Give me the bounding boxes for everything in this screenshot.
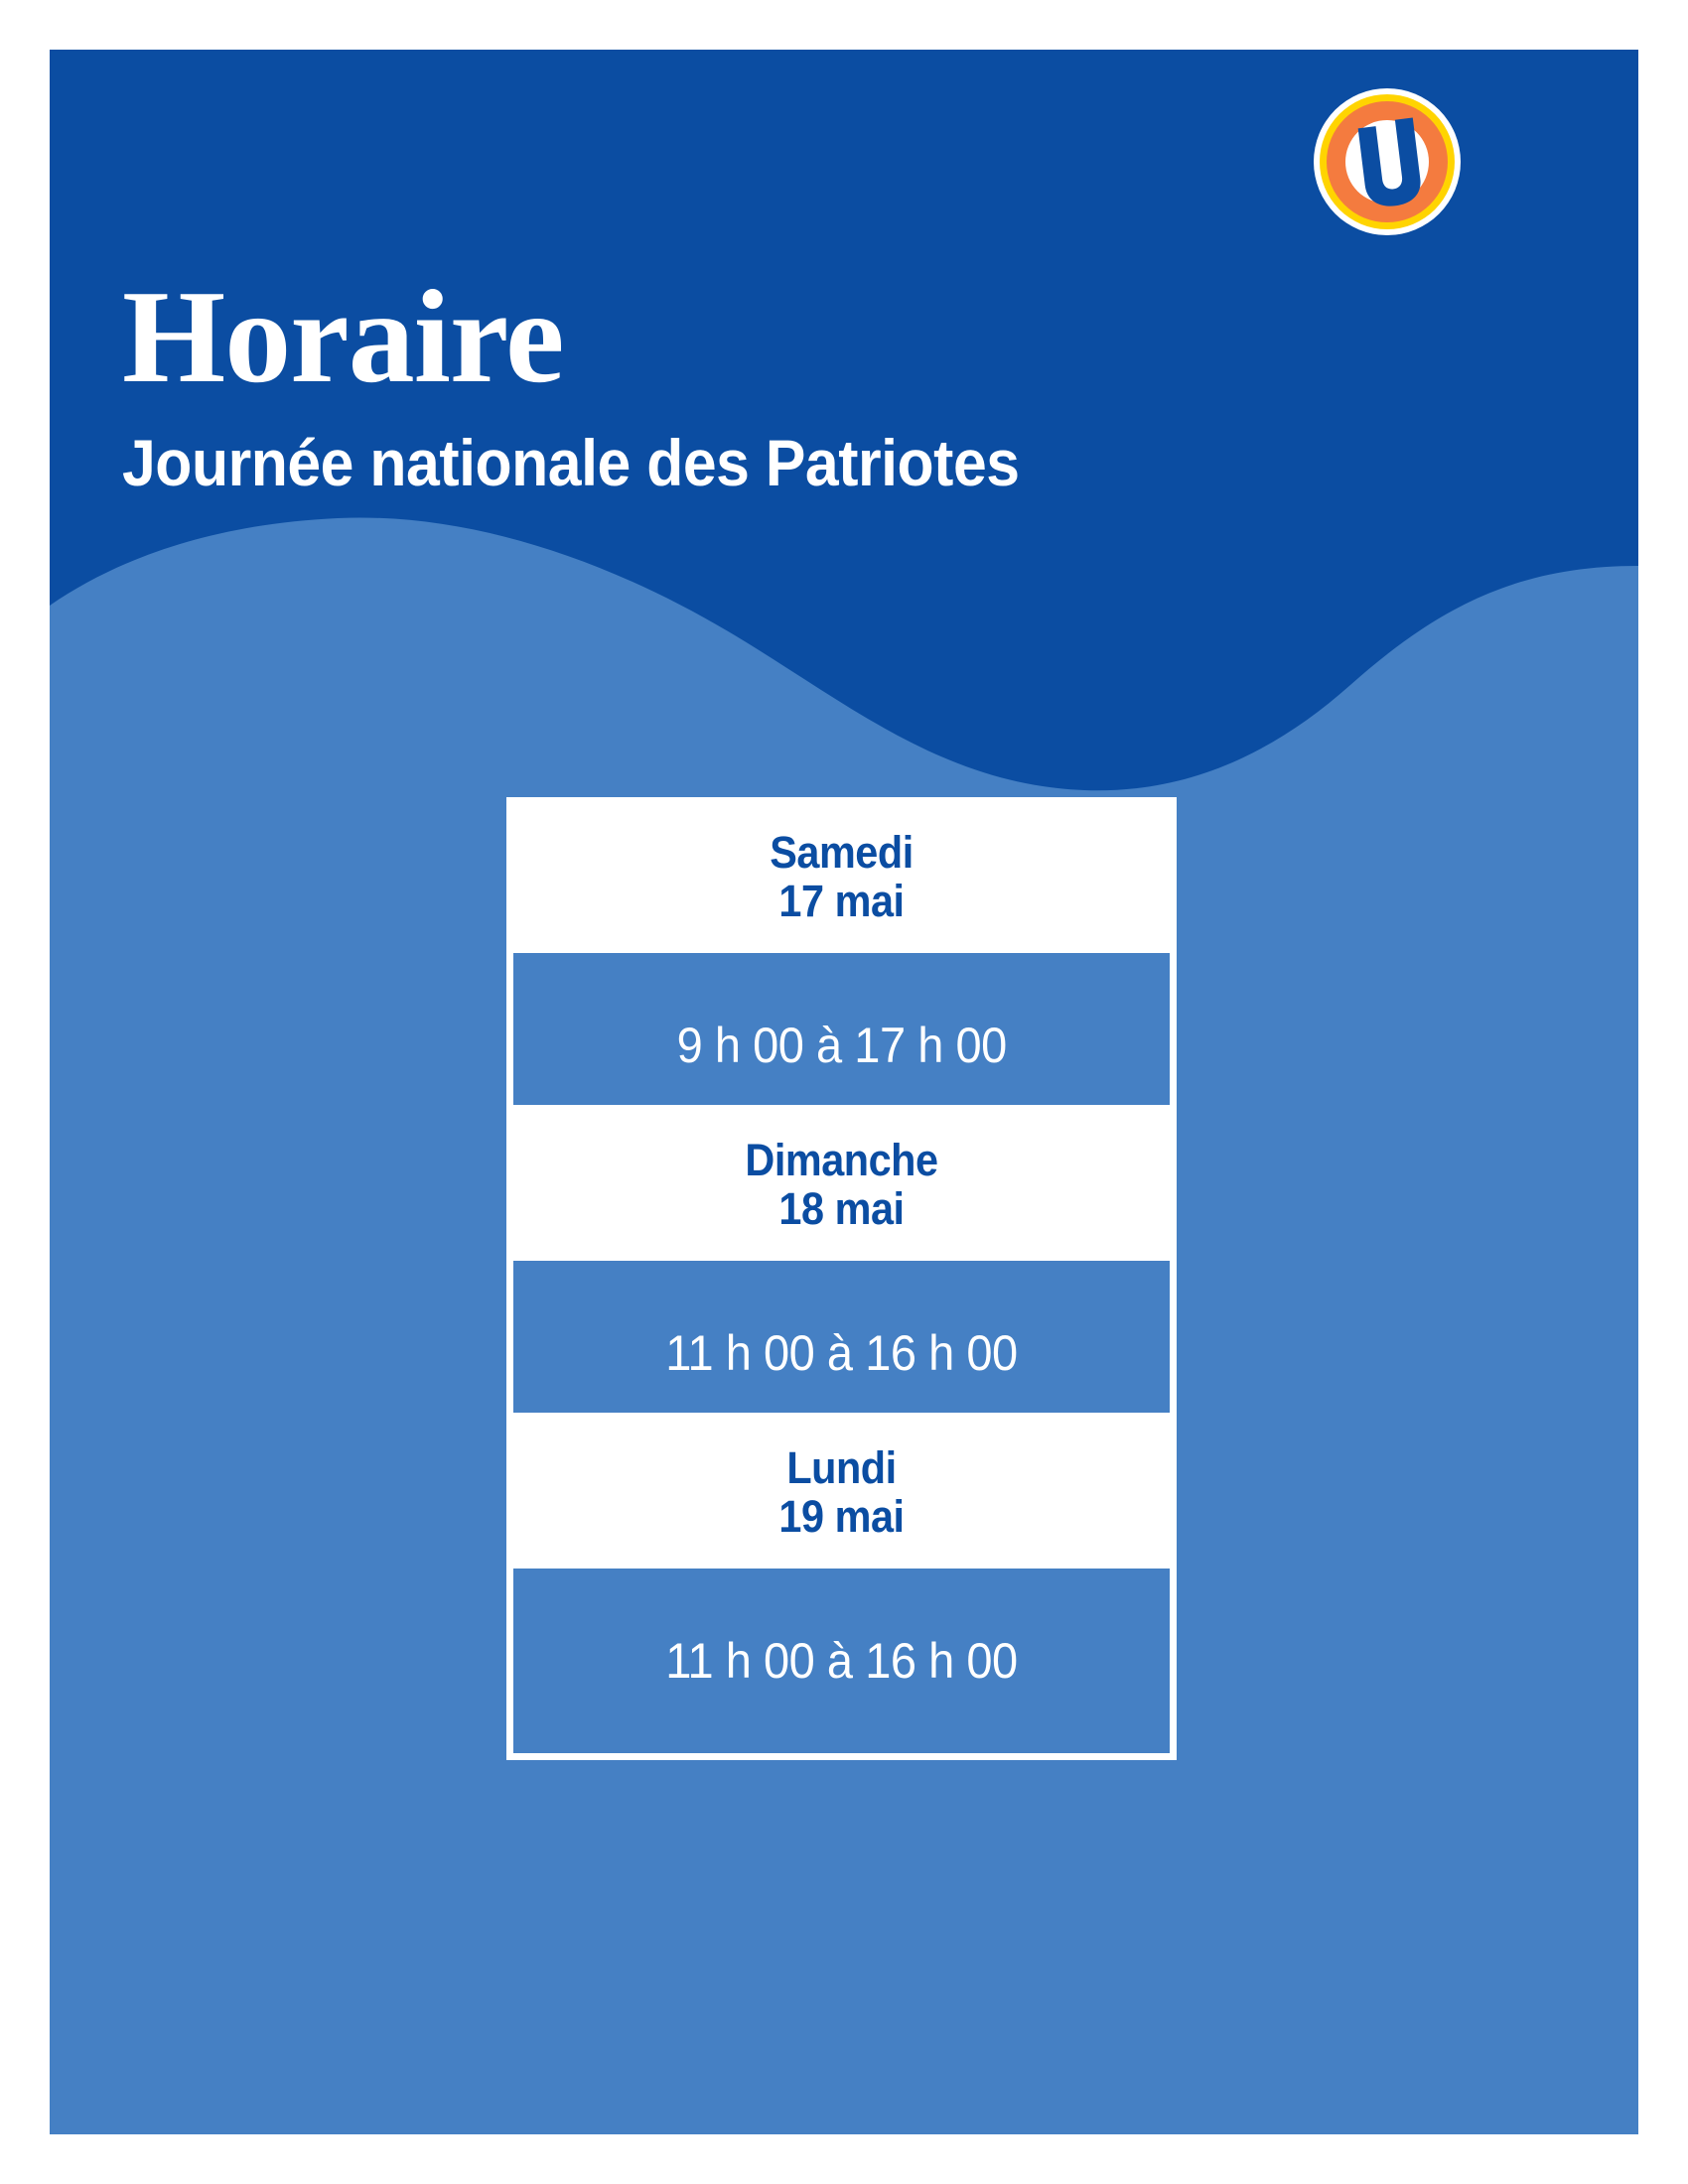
header-wave-shape (50, 50, 1638, 791)
schedule-poster: Horaire Journée nationale des Patriotes … (50, 50, 1638, 2134)
header: Horaire Journée nationale des Patriotes (50, 50, 1638, 685)
schedule-day-date: 18 mai (778, 1182, 905, 1234)
schedule-day-card: Lundi 19 mai 11 h 00 à 16 h 00 (506, 1413, 1177, 1761)
schedule-day-hours-frame: 11 h 00 à 16 h 00 (506, 1569, 1177, 1761)
schedule-day-name: Samedi (770, 827, 914, 878)
schedule-day-hours-box: 11 h 00 à 16 h 00 (513, 1569, 1170, 1754)
schedule-day-hours-text: 11 h 00 à 16 h 00 (665, 1633, 1018, 1690)
schedule-day-header: Samedi 17 mai (506, 797, 1177, 953)
schedule-day-card: Samedi 17 mai 9 h 00 à 17 h 00 (506, 797, 1177, 1146)
page-subtitle: Journée nationale des Patriotes (122, 426, 1020, 499)
schedule-day-header: Lundi 19 mai (506, 1413, 1177, 1569)
schedule-day-header: Dimanche 18 mai (506, 1105, 1177, 1261)
schedule-day-date: 19 mai (778, 1490, 905, 1542)
schedule-list: Samedi 17 mai 9 h 00 à 17 h 00 Dimanche … (50, 50, 1638, 2134)
uniprix-u-logo-icon (1314, 88, 1461, 235)
page-title: Horaire (122, 263, 564, 410)
schedule-day-hours-text: 11 h 00 à 16 h 00 (665, 1325, 1018, 1382)
schedule-day-name: Lundi (786, 1442, 897, 1493)
schedule-day-card: Dimanche 18 mai 11 h 00 à 16 h 00 (506, 1105, 1177, 1453)
schedule-day-hours-text: 9 h 00 à 17 h 00 (676, 1018, 1007, 1074)
schedule-day-date: 17 mai (778, 875, 905, 926)
schedule-day-name: Dimanche (745, 1135, 938, 1185)
